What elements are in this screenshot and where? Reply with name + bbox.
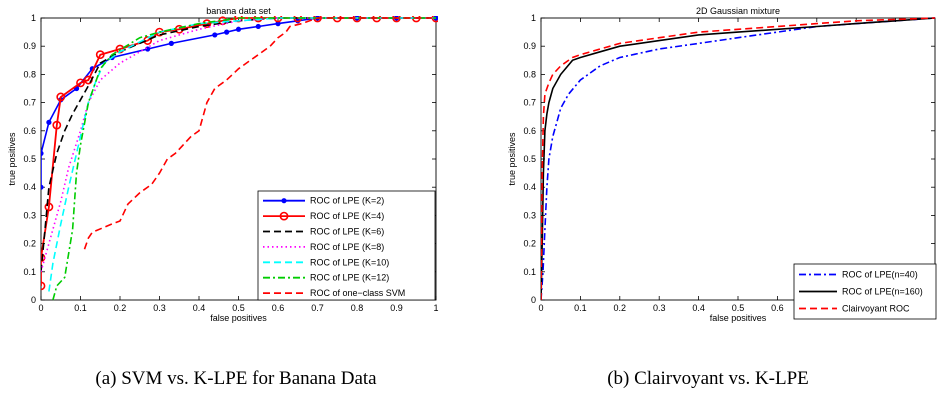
series-point [52,120,62,130]
x-tick-label: 0.8 [351,303,364,313]
legend-label-3: ROC of LPE (K=6) [310,227,384,237]
series-point [44,202,54,212]
y-tick-label: 0.8 [523,69,536,79]
y-tick-label: 0.1 [23,267,36,277]
chart-banana: banana data set 0 0.1 0.2 0.3 0.4 0.5 0.6 0.7 0.8… [7,6,439,323]
x-tick-label: 0.4 [193,303,206,313]
y-tick-label: 0.3 [23,210,36,220]
series-point [212,32,218,38]
x-tick-label: 0.6 [771,303,784,313]
x-tick-label: 0.5 [232,303,245,313]
legend-label-5: ROC of LPE (K=10) [310,257,389,267]
x-tick-label: 0 [538,303,543,313]
series-point [95,50,105,60]
series-point [41,150,44,156]
legend-label-7: ROC of one−class SVM [310,288,405,298]
series-line-1 [541,17,936,301]
series-point [235,26,242,32]
y-tick-label: 0.5 [23,154,36,164]
y-tick-label: 0.9 [23,41,36,51]
plot-area [541,17,936,301]
legend-marker [279,211,289,221]
y-axis-label: true positives [507,132,517,186]
x-tick-label: 0.7 [311,303,324,313]
y-axis-label: true positives [7,132,17,186]
y-tick-label: 0.8 [23,69,36,79]
legend-label-6: ROC of LPE (K=12) [310,273,389,283]
caption-b: (b) Clairvoyant vs. K-LPE [607,368,809,389]
y-tick-label: 1 [531,13,536,23]
y-tick-label: 0.7 [23,98,36,108]
y-tick-label: 1 [31,13,36,23]
x-tick-label: 0 [38,303,43,313]
y-tick-label: 0.2 [523,239,536,249]
chart-title: 2D Gaussian mixture [696,6,780,16]
y-tick-label: 0.6 [523,126,536,136]
series-point [224,29,230,35]
y-tick-label: 0.4 [23,182,36,192]
series-point [255,23,261,30]
series-point [46,119,52,125]
series-point [76,78,85,88]
x-tick-label: 0.2 [614,303,627,313]
plot-frame [540,17,936,301]
legend: ROC of LPE (K=2) ROC of LPE (K=4) ROC of L… [257,190,436,301]
x-tick-label: 0.5 [732,303,745,313]
series-line-3 [541,17,936,301]
y-tick-label: 0.5 [523,154,536,164]
legend-label-3: Clairvoyant ROC [842,304,910,314]
series-point [41,281,46,291]
x-tick-label: 0.6 [272,303,285,313]
x-tick-label: 0.3 [653,303,666,313]
y-tick-label: 0 [31,295,36,305]
y-tick-label: 0.6 [23,126,36,136]
legend-label-4: ROC of LPE (K=8) [310,242,384,252]
y-tick-label: 0 [531,295,536,305]
x-tick-label: 0.3 [153,303,166,313]
y-tick-label: 0.7 [523,98,536,108]
series-line-5 [48,17,436,292]
x-tick-label: 0.1 [74,303,87,313]
series-line-6 [52,17,436,301]
x-tick-label: 0.2 [114,303,127,313]
x-tick-label: 1 [433,303,438,313]
y-tick-label: 0.9 [523,41,536,51]
series-point [41,184,44,190]
y-tick-label: 0.4 [523,182,536,192]
caption-a: (a) SVM vs. K-LPE for Banana Data [95,368,377,389]
x-tick-label: 0.9 [390,303,403,313]
legend-box [257,190,436,301]
series-point [275,21,281,27]
x-tick-label: 0.4 [692,303,705,313]
series-point [168,40,174,46]
legend-label-1: ROC of LPE (K=2) [310,196,384,206]
series-line-4 [41,17,436,273]
chart-gaussian: 2D Gaussian mixture 0 0.1 0.2 0.3 0.4 0.5 0.6 0.… [507,6,937,323]
series-line-2 [541,17,936,301]
legend: ROC of LPE(n=40) ROC of LPE(n=160) Clairvo… [793,263,937,320]
legend-label-1: ROC of LPE(n=40) [842,270,918,280]
y-tick-label: 0.2 [23,239,36,249]
series-point [56,92,66,102]
x-axis-label: false positives [710,313,767,323]
y-tick-label: 0.3 [523,210,536,220]
x-tick-label: 0.1 [574,303,587,313]
chart-title: banana data set [206,6,271,16]
x-axis-label: false positives [210,313,267,323]
plot-area [41,16,438,301]
legend-marker [281,198,287,204]
y-tick-label: 0.1 [523,267,536,277]
series-line-1 [41,17,436,188]
legend-label-2: ROC of LPE (K=4) [310,211,384,221]
legend-label-2: ROC of LPE(n=160) [842,287,923,297]
